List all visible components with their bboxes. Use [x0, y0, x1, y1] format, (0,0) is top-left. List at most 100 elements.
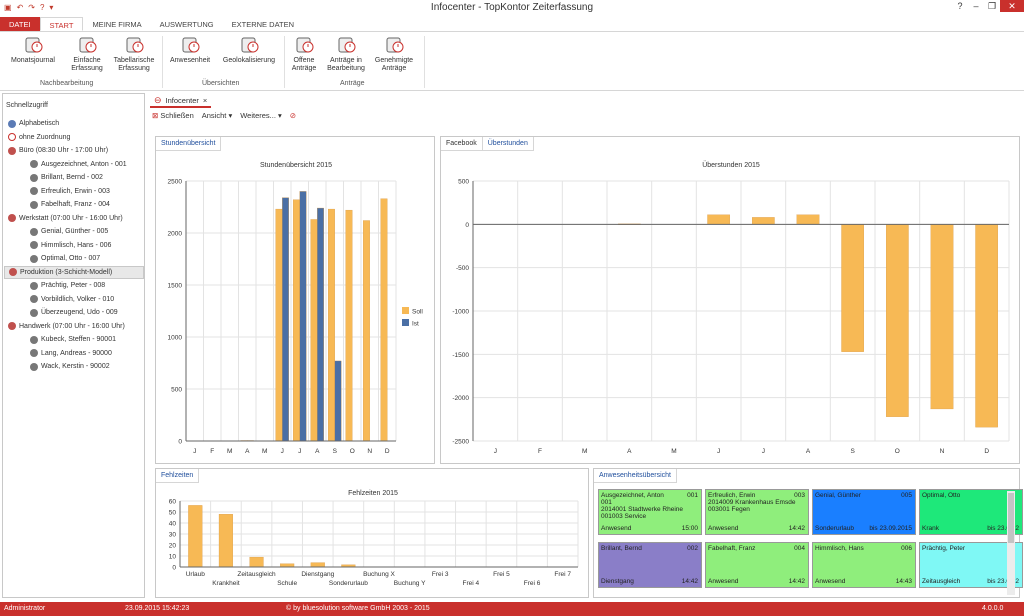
tab-fehlzeiten[interactable]: Fehlzeiten [156, 469, 200, 483]
tree-item[interactable]: Wack, Kerstin - 90002 [4, 360, 144, 374]
x-tick-label: Frei 6 [524, 580, 541, 587]
tree-item[interactable]: Fabelhaft, Franz - 004 [4, 198, 144, 212]
tree-item[interactable]: Produktion (3-Schicht-Modell) [4, 265, 144, 279]
tree-item[interactable]: Alphabetisch [4, 117, 144, 131]
attendance-card[interactable]: Genial, Günther 005 Sonderurlaub bis 23.09.… [812, 489, 916, 535]
x-tick-label: Frei 4 [463, 580, 480, 587]
tree-item-label: Vorbildlich, Volker - 010 [41, 295, 115, 303]
card-number: 004 [794, 545, 805, 552]
attendance-card[interactable]: Optimal, Otto Krank bis 23.09.2 [919, 489, 1023, 535]
status-copyright: © by bluesolution software GmbH 2003 - 2… [286, 605, 430, 612]
save-icon[interactable]: ▣ [4, 3, 12, 12]
card-time: bis 23.09.2 [987, 578, 1019, 585]
tree-item[interactable]: Brillant, Bernd - 002 [4, 171, 144, 185]
tree-item[interactable]: Vorbildlich, Volker - 010 [4, 293, 144, 307]
tree-item[interactable]: Prächtig, Peter - 008 [4, 279, 144, 293]
x-tick-label: A [806, 448, 811, 455]
ribbon-button-2[interactable]: Tabellarische Erfassung [112, 35, 156, 73]
ribbon-button-3[interactable]: Anwesenheit [170, 35, 210, 65]
ribbon-button-7[interactable]: Genehmigte Anträge [372, 35, 416, 73]
tab-externe-daten[interactable]: EXTERNE DATEN [231, 20, 295, 29]
ribbon-button-1[interactable]: Einfache Erfassung [70, 35, 104, 73]
scrollbar[interactable] [1007, 491, 1015, 595]
tab-start[interactable]: START [39, 17, 84, 31]
tree-item-label: Brillant, Bernd - 002 [41, 174, 103, 181]
close-doc-button[interactable]: ⊠ Schließen [152, 111, 194, 120]
sort-icon [8, 119, 16, 128]
y-tick-label: -2500 [452, 439, 469, 446]
scrollbar-thumb[interactable] [1008, 493, 1014, 543]
y-tick-label: -1500 [452, 352, 469, 359]
tab-anwesenheitsuebersicht[interactable]: Anwesenheitsübersicht [594, 469, 677, 483]
person-icon [30, 173, 38, 182]
card-time: bis 23.09.2015 [869, 525, 912, 532]
tree-item[interactable]: Büro (08:30 Uhr - 17:00 Uhr) [4, 144, 144, 158]
attendance-card[interactable]: Himmlisch, Hans 006 Anwesend 14:43 [812, 542, 916, 588]
card-name: Himmlisch, Hans [815, 545, 864, 552]
card-number: 001 [687, 492, 698, 499]
tree-item[interactable]: Lang, Andreas - 90000 [4, 347, 144, 361]
tab-ueberstunden[interactable]: Überstunden [482, 137, 534, 151]
help-button[interactable]: ? [957, 1, 963, 11]
card-line3: 001003 Service [601, 513, 647, 520]
card-time: 14:42 [681, 578, 698, 585]
tab-facebook[interactable]: Facebook [441, 137, 483, 151]
close-tab-icon[interactable]: × [202, 95, 208, 105]
tree-item[interactable]: Überzeugend, Udo - 009 [4, 306, 144, 320]
clipboard-clock-icon [296, 37, 314, 53]
card-status: Sonderurlaub [815, 525, 855, 532]
redo-icon[interactable]: ↷ [28, 3, 35, 12]
help-icon[interactable]: ? [39, 3, 45, 12]
attendance-card[interactable]: Fabelhaft, Franz 004 Anwesend 14:42 [705, 542, 809, 588]
ribbon-button-0[interactable]: Monatsjournal [6, 35, 60, 65]
chart-title: Überstunden 2015 [702, 161, 760, 169]
document-toolbar: ⊠ Schließen Ansicht ▾ Weiteres... ▾ ⊘ [152, 111, 296, 120]
restore-button[interactable]: ❐ [987, 0, 997, 11]
attendance-card[interactable]: Erfreulich, Erwin 003 2014009 Krankenhaus … [705, 489, 809, 535]
ribbon-button-5[interactable]: Offene Anträge [290, 35, 318, 73]
bar [188, 505, 203, 568]
attendance-card[interactable]: Ausgezeichnet, Anton 001 001 2014001 Stadtw… [598, 489, 702, 535]
bar [975, 224, 998, 428]
attendance-card[interactable]: Brillant, Bernd 002 Dienstgang 14:42 [598, 542, 702, 588]
group-icon [9, 268, 17, 277]
y-tick-label: 0 [178, 439, 182, 446]
tree-item[interactable]: ohne Zuordnung [4, 131, 144, 145]
tab-auswertung[interactable]: AUSWERTUNG [159, 20, 214, 29]
ribbon-button-4[interactable]: Geolokalisierung [220, 35, 278, 65]
tree-item[interactable]: Erfreulich, Erwin - 003 [4, 185, 144, 199]
undo-icon[interactable]: ↶ [16, 3, 24, 12]
x-tick-label: M [262, 448, 267, 455]
x-tick-label: Sonderurlaub [329, 580, 368, 587]
minimize-button[interactable]: – [973, 1, 979, 11]
tree-item[interactable]: Ausgezeichnet, Anton - 001 [4, 158, 144, 172]
close-window-button[interactable]: ✕ [1000, 0, 1024, 12]
tree-item[interactable]: Genial, Günther - 005 [4, 225, 144, 239]
title-bar [0, 0, 1024, 17]
tree-item[interactable]: Werkstatt (07:00 Uhr - 16:00 Uhr) [4, 212, 144, 226]
attendance-card[interactable]: Prächtig, Peter Zeitausgleich bis 23.09.2 [919, 542, 1023, 588]
person-icon [30, 254, 38, 263]
bar [299, 191, 307, 442]
tree-item[interactable]: Handwerk (07:00 Uhr - 16:00 Uhr) [4, 320, 144, 334]
y-tick-label: 60 [169, 499, 177, 506]
y-tick-label: 2000 [168, 231, 183, 238]
tab-datei[interactable]: DATEI [0, 17, 40, 31]
document-tab-infocenter[interactable]: ⊖ Infocenter × [150, 94, 212, 108]
card-name: Brillant, Bernd [601, 545, 642, 552]
tab-stundenuebersicht[interactable]: Stundenübersicht [156, 137, 222, 151]
ribbon-button-6[interactable]: Anträge in Bearbeitung [326, 35, 366, 73]
tree-item[interactable]: Himmlisch, Hans - 006 [4, 239, 144, 253]
ribbon-button-label: Offene [293, 57, 315, 64]
card-time: bis 23.09.2 [987, 525, 1019, 532]
tree-item[interactable]: Optimal, Otto - 007 [4, 252, 144, 266]
view-dropdown[interactable]: Ansicht ▾ [201, 111, 233, 120]
tree-item[interactable]: Kubeck, Steffen - 90001 [4, 333, 144, 347]
chart-title: Fehlzeiten 2015 [348, 490, 398, 497]
x-tick-label: M [227, 448, 232, 455]
person-icon [30, 227, 38, 236]
dropdown-icon[interactable]: ▾ [49, 3, 54, 12]
more-dropdown[interactable]: Weiteres... ▾ [240, 111, 282, 120]
tab-meine-firma[interactable]: MEINE FIRMA [92, 20, 142, 29]
help-circle-icon[interactable]: ⊘ [289, 111, 297, 120]
